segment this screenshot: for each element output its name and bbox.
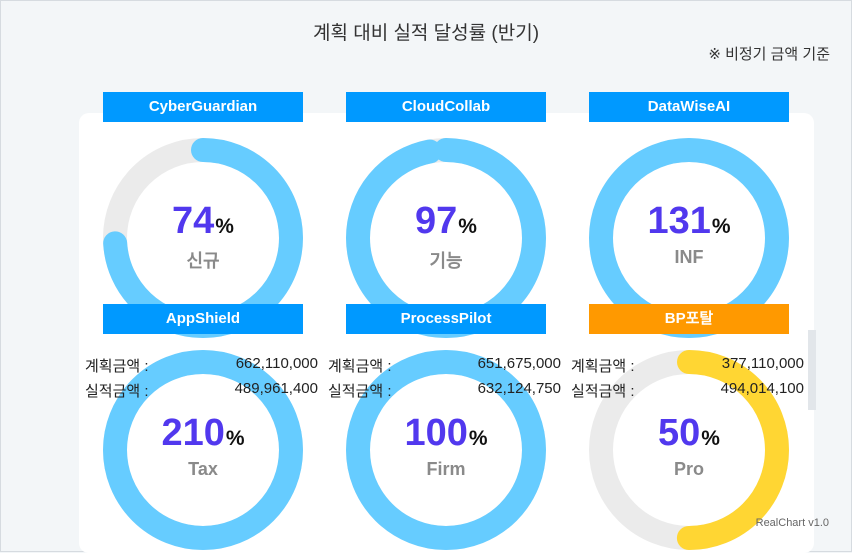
gauge-category: Firm bbox=[426, 459, 466, 479]
gauge-percent-value: 50 bbox=[658, 412, 701, 454]
gauge-percent: 74% bbox=[103, 200, 303, 243]
gauge-percent: 100% bbox=[346, 412, 546, 455]
gauge-percent-unit: % bbox=[468, 427, 488, 450]
actual-amount-row: 실적금액 : 632,124,750 bbox=[328, 380, 561, 405]
actual-amount-label: 실적금액 : bbox=[328, 383, 392, 400]
gauge-header: BP포탈 bbox=[589, 304, 789, 334]
amount-info-processpilot: 계획금액 : 651,675,000 실적금액 : 632,124,750 bbox=[328, 355, 561, 405]
actual-amount-row: 실적금액 : 489,961,400 bbox=[85, 380, 318, 405]
gauge-category: Tax bbox=[188, 459, 218, 479]
amount-info-appshield: 계획금액 : 662,110,000 실적금액 : 489,961,400 bbox=[85, 355, 318, 405]
gauge-percent: 210% bbox=[103, 412, 303, 455]
gauge-ring bbox=[589, 350, 789, 550]
actual-amount-value: 632,124,750 bbox=[477, 380, 561, 397]
chart-title: 계획 대비 실적 달성률 (반기) bbox=[312, 23, 540, 44]
plan-amount-label: 계획금액 : bbox=[85, 358, 149, 375]
gauge-percent-unit: % bbox=[701, 427, 720, 450]
gauge-ring bbox=[103, 350, 303, 550]
gauge-percent-unit: % bbox=[225, 427, 245, 450]
amount-info-bp-portal: 계획금액 : 377,110,000 실적금액 : 494,014,100 bbox=[571, 355, 804, 405]
plan-amount-value: 662,110,000 bbox=[235, 355, 318, 372]
chart-note: ※ 비정기 금액 기준 bbox=[708, 46, 830, 63]
panel-shadow bbox=[808, 330, 816, 410]
plan-amount-value: 651,675,000 bbox=[477, 355, 561, 372]
gauge-value-arc bbox=[103, 350, 303, 550]
gauge-percent: 131% bbox=[589, 200, 789, 243]
chart-credit: RealChart v1.0 bbox=[755, 517, 829, 529]
gauge-header: AppShield bbox=[103, 304, 303, 334]
gauge-header: DataWiseAI bbox=[589, 92, 789, 122]
gauge-header: CyberGuardian bbox=[103, 92, 303, 122]
gauge-ring bbox=[346, 350, 546, 550]
plan-amount-label: 계획금액 : bbox=[328, 358, 392, 375]
gauge-percent-value: 74 bbox=[172, 200, 215, 242]
actual-amount-value: 494,014,100 bbox=[720, 380, 804, 397]
gauge-category: Pro bbox=[673, 459, 704, 479]
actual-amount-label: 실적금액 : bbox=[85, 383, 149, 400]
actual-amount-row: 실적금액 : 494,014,100 bbox=[571, 380, 804, 405]
actual-amount-value: 489,961,400 bbox=[234, 380, 318, 397]
actual-amount-label: 실적금액 : bbox=[571, 383, 635, 400]
plan-amount-label: 계획금액 : bbox=[571, 358, 635, 375]
plan-amount-row: 계획금액 : 651,675,000 bbox=[328, 355, 561, 380]
gauge-category: 기능 bbox=[429, 251, 463, 271]
gauge-category: 신규 bbox=[186, 251, 220, 271]
gauge-percent-value: 100 bbox=[404, 412, 468, 454]
plan-amount-row: 계획금액 : 662,110,000 bbox=[85, 355, 318, 380]
gauge-percent: 97% bbox=[346, 200, 546, 243]
gauge-percent-unit: % bbox=[215, 215, 234, 238]
gauge-header: CloudCollab bbox=[346, 92, 546, 122]
gauge-percent: 50% bbox=[589, 412, 789, 455]
plan-amount-row: 계획금액 : 377,110,000 bbox=[571, 355, 804, 380]
gauge-percent-value: 210 bbox=[161, 412, 225, 454]
gauge-percent-value: 97 bbox=[415, 200, 458, 242]
plan-amount-value: 377,110,000 bbox=[721, 355, 804, 372]
gauge-value-arc bbox=[589, 350, 789, 550]
gauge-percent-value: 131 bbox=[647, 200, 711, 242]
gauge-header: ProcessPilot bbox=[346, 304, 546, 334]
gauge-category: INF bbox=[674, 247, 704, 267]
gauge-percent-unit: % bbox=[711, 215, 731, 238]
gauge-value-arc bbox=[346, 350, 546, 550]
gauge-percent-unit: % bbox=[458, 215, 477, 238]
